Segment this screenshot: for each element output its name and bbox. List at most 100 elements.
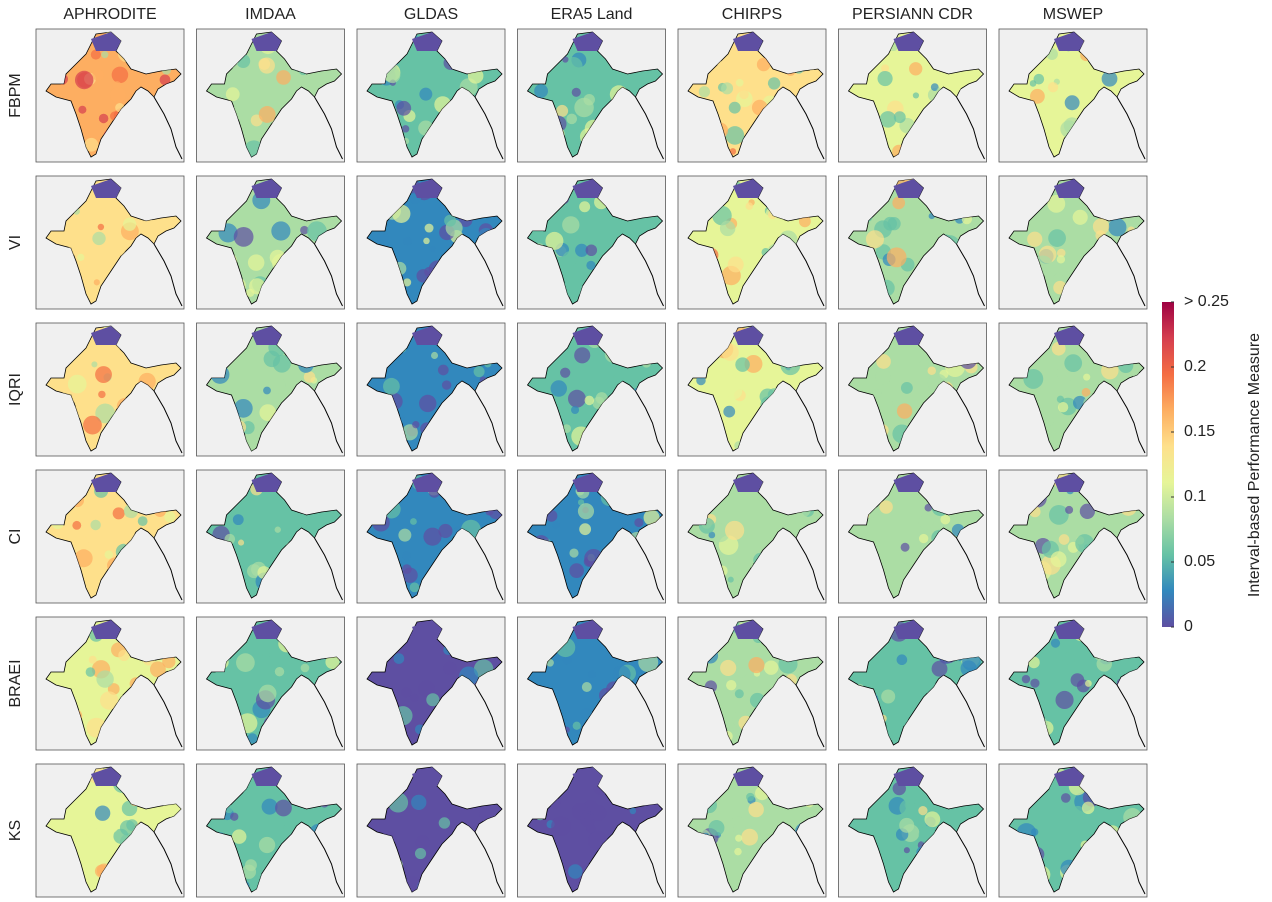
map-speckle [881,689,895,703]
map-speckle [584,94,595,105]
map-speckle [268,377,285,394]
map-panel [357,764,505,897]
map-speckle [383,378,400,395]
map-speckle [438,365,449,376]
map-speckle [720,660,736,676]
map-speckle [402,125,409,132]
map-speckle [83,416,102,435]
map-speckle [439,817,450,828]
map-speckle [233,514,244,525]
map-speckle [245,859,257,871]
map-panel [197,617,345,750]
map-speckle [736,79,744,87]
column-title: MSWEP [1043,6,1103,23]
map-panel [678,764,826,897]
map-speckle [588,670,596,678]
map-panel [999,764,1147,897]
map-speckle [259,685,277,703]
map-speckle [736,668,746,678]
map-speckle [431,352,438,359]
map-panel [357,176,505,309]
map-speckle [571,406,579,414]
map-panel [36,323,184,456]
map-speckle [123,218,136,231]
map-speckle [394,653,405,664]
map-speckle [920,652,929,661]
map-panel [999,617,1147,750]
map-speckle [768,77,780,89]
map-speckle [304,371,316,383]
figure: Interval-based Performance Measure APHRO… [0,0,1272,902]
map-speckle [1065,506,1073,514]
map-speckle [879,500,892,513]
colorbar-tick-label: > 0.25 [1184,293,1229,310]
map-speckle [403,237,412,246]
map-speckle [230,813,238,821]
map-speckle [232,829,247,844]
map-speckle [296,514,307,525]
map-speckle [901,543,910,552]
map-speckle [94,279,100,285]
map-speckle [748,802,763,817]
map-panel [36,616,184,750]
map-speckle [1051,551,1067,567]
map-speckle [423,238,430,245]
map-speckle [1045,416,1054,425]
map-speckle [764,660,778,674]
map-panel [999,29,1147,162]
map-speckle [748,657,764,673]
map-speckle [258,58,270,70]
map-speckle [728,256,744,272]
map-panel [678,470,826,603]
map-speckle [101,51,108,58]
map-speckle [897,403,912,418]
map-speckle [68,375,87,394]
map-speckle [411,795,426,810]
map-panel [357,323,505,456]
map-speckle [271,221,290,240]
map-speckle [430,246,436,252]
map-speckle [474,366,485,377]
map-speckle [723,406,735,418]
map-speckle [745,202,753,210]
column-title: APHRODITE [63,6,156,23]
map-speckle [131,662,137,668]
map-speckle [263,387,271,395]
map-speckle [892,196,905,209]
map-speckle [579,201,590,212]
map-speckle [1059,534,1070,545]
map-panel [36,470,184,603]
map-panel [518,470,666,603]
map-speckle [1064,354,1082,372]
map-panel [839,323,987,456]
map-speckle [1061,793,1071,803]
map-speckle [560,368,570,378]
column-title: ERA5 Land [551,6,633,23]
map-speckle [729,102,741,114]
map-speckle [709,820,725,836]
map-panel [999,470,1147,603]
map-panel [839,617,987,750]
map-speckle [398,529,411,542]
map-panel [518,617,666,750]
map-speckle [1055,691,1073,709]
map-speckle [275,527,281,533]
map-speckle [534,84,548,98]
map-speckle [485,809,493,817]
map-panel [36,176,184,309]
map-speckle [573,722,581,730]
map-panel [839,470,987,603]
map-speckle [1034,74,1045,85]
map-speckle [556,105,568,117]
map-speckle [734,848,742,856]
map-speckle [904,847,910,853]
map-speckle [1073,210,1088,225]
map-speckle [96,670,113,687]
map-speckle [443,662,456,675]
map-speckle [95,805,110,820]
column-title: PERSIANN CDR [852,6,973,23]
map-speckle [566,114,577,125]
colorbar-tick-label: 0 [1184,618,1193,635]
map-speckle [415,848,426,859]
map-panel [518,323,666,456]
